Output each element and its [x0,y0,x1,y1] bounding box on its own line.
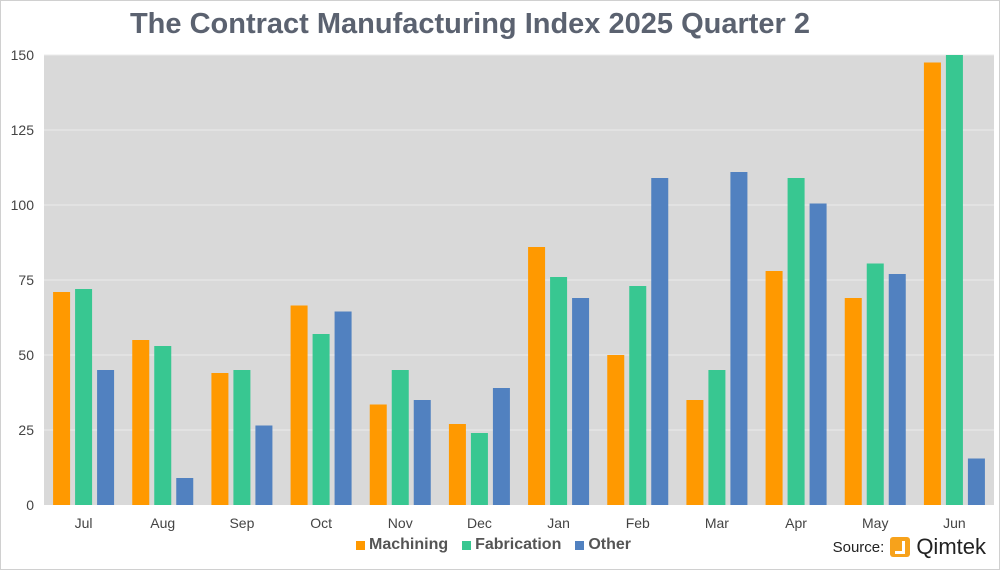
y-tick-label: 125 [11,122,35,138]
bar-machining-aug [132,340,150,505]
qimtek-logo-icon [890,537,911,557]
bar-machining-feb [607,355,625,505]
x-tick-label: May [862,515,888,531]
bar-other-mar [730,172,748,505]
y-tick-label: 75 [18,272,34,288]
legend-item-machining: Machining [356,536,448,554]
legend-swatch [356,540,365,550]
y-tick-label: 50 [18,347,34,363]
bar-machining-sep [211,373,229,505]
bar-fabrication-jul [75,289,93,505]
legend-label: Other [588,536,632,553]
bar-fabrication-mar [708,370,726,505]
bar-machining-jul [53,292,71,505]
y-tick-label: 25 [18,422,34,438]
y-tick-label: 100 [11,197,35,213]
x-tick-label: Dec [467,515,492,531]
bar-fabrication-dec [470,433,488,505]
bar-machining-apr [765,271,783,505]
x-tick-label: Jun [943,515,966,531]
bar-other-dec [492,388,510,505]
legend-label: Fabrication [475,536,562,553]
bar-machining-jan [528,247,546,505]
bar-fabrication-jun [945,55,963,505]
legend-swatch [462,540,472,550]
bar-other-jan [572,298,590,505]
x-tick-label: Apr [785,515,807,531]
source-credit: Source: Qimtek [833,534,986,560]
bar-other-jun [967,458,985,505]
bar-fabrication-oct [312,334,330,505]
bar-other-apr [809,203,827,505]
x-tick-label: Oct [310,515,332,531]
bar-machining-jun [923,62,941,505]
bar-other-nov [413,400,431,505]
y-tick-label: 150 [11,47,35,63]
x-tick-label: Aug [150,515,175,531]
y-tick-label: 0 [26,497,34,513]
legend: Machining Fabrication Other [356,536,631,554]
bar-fabrication-aug [154,346,172,505]
x-tick-label: Sep [229,515,254,531]
bar-other-sep [255,425,273,505]
legend-swatch [575,540,585,550]
bar-fabrication-sep [233,370,251,505]
bar-fabrication-feb [629,286,647,505]
x-tick-label: Feb [626,515,650,531]
source-brand: Qimtek [916,534,986,559]
x-tick-label: Jul [75,515,93,531]
bar-machining-oct [290,305,308,505]
x-tick-label: Mar [705,515,729,531]
bar-other-oct [334,311,352,505]
x-tick-label: Nov [388,515,413,531]
chart-title: The Contract Manufacturing Index 2025 Qu… [129,8,811,40]
bar-other-jul [97,370,115,505]
bar-machining-dec [448,424,466,505]
bar-machining-mar [686,400,704,505]
bar-fabrication-may [866,263,884,505]
bar-fabrication-apr [787,178,805,505]
bar-machining-nov [369,404,387,505]
bar-other-feb [651,178,669,505]
bar-fabrication-jan [550,277,568,505]
bar-other-may [888,274,906,505]
legend-item-other: Other [575,536,631,554]
x-tick-label: Jan [547,515,570,531]
source-label: Source: [832,538,885,556]
legend-item-fabrication: Fabrication [462,536,561,554]
bar-machining-may [844,298,862,505]
bar-fabrication-nov [391,370,409,505]
bar-other-aug [176,478,194,505]
legend-label: Machining [369,536,449,553]
